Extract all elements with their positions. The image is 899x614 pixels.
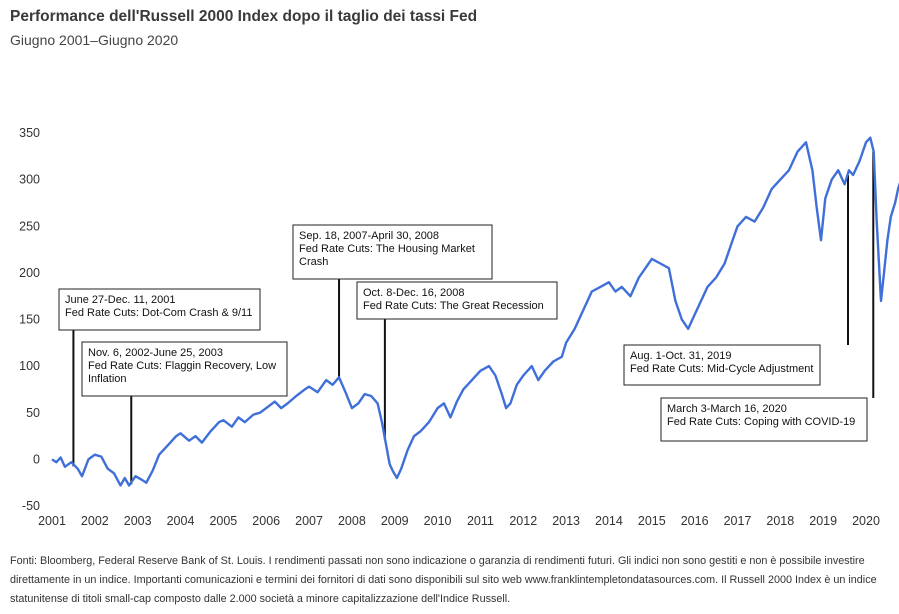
x-tick-label: 2019: [809, 514, 837, 528]
x-tick-label: 2008: [338, 514, 366, 528]
annotation-text: Sep. 18, 2007-April 30, 2008: [299, 230, 439, 242]
annotation-text: Fed Rate Cuts: Dot-Com Crash & 9/11: [65, 307, 252, 319]
footer-source-note: Fonti: Bloomberg, Federal Reserve Bank o…: [10, 555, 877, 605]
x-tick-label: 2013: [552, 514, 580, 528]
annotation-text: Fed Rate Cuts: Mid-Cycle Adjustment: [630, 363, 813, 375]
x-tick-label: 2016: [681, 514, 709, 528]
x-tick-label: 2018: [766, 514, 794, 528]
y-tick-label: 300: [19, 173, 40, 187]
annotation-pointers: [72, 151, 875, 485]
y-tick-label: 0: [33, 452, 40, 466]
annotation-text: Fed Rate Cuts: The Housing Market: [299, 243, 475, 255]
annotation-text: Fed Rate Cuts: Coping with COVID-19: [667, 416, 855, 428]
x-axis: 2001 2002 2003 2004 2005 2006 2007 2008 2009 2010…: [38, 514, 880, 528]
y-tick-label: 150: [19, 313, 40, 327]
annotation-text: Fed Rate Cuts: Flaggin Recovery, Low: [88, 360, 276, 372]
annotation-box: [81, 341, 288, 397]
annotation-box: [58, 288, 261, 331]
chart-title: Performance dell'Russell 2000 Index dopo…: [10, 8, 478, 25]
annotation-text: Crash: [299, 256, 328, 268]
x-tick-label: 2011: [467, 514, 494, 528]
x-tick-label: 2012: [509, 514, 537, 528]
y-tick-label: 350: [19, 126, 40, 140]
annotation-box: [292, 224, 493, 280]
annotation-text: Nov. 6, 2002-June 25, 2003: [88, 347, 223, 359]
y-tick-label: 200: [19, 266, 40, 280]
x-tick-label: 2010: [424, 514, 452, 528]
annotation-text: Oct. 8-Dec. 16, 2008: [363, 287, 465, 299]
annotation-text: Aug. 1-Oct. 31, 2019: [630, 350, 732, 362]
y-tick-label: 50: [26, 406, 40, 420]
x-tick-label: 2017: [724, 514, 752, 528]
annotation-text: Fed Rate Cuts: The Great Recession: [363, 300, 544, 312]
chart-subtitle: Giugno 2001–Giugno 2020: [10, 32, 179, 48]
annotation-box: [660, 397, 868, 442]
y-tick-label: 100: [19, 359, 40, 373]
x-tick-label: 2009: [381, 514, 409, 528]
y-tick-label: -50: [22, 499, 40, 513]
x-tick-label: 2004: [167, 514, 195, 528]
annotation-box: [356, 281, 558, 320]
x-tick-label: 2007: [295, 514, 323, 528]
x-tick-label: 2005: [209, 514, 237, 528]
x-tick-label: 2014: [595, 514, 623, 528]
x-tick-label: 2015: [638, 514, 666, 528]
x-tick-label: 2006: [252, 514, 280, 528]
x-tick-label: 2003: [124, 514, 152, 528]
x-tick-label: 2002: [81, 514, 109, 528]
annotation-text: March 3-March 16, 2020: [667, 403, 787, 415]
x-tick-label: 2001: [38, 514, 66, 528]
x-tick-label: 2020: [852, 514, 880, 528]
series-line: [51, 136, 899, 487]
annotation-text: Inflation: [88, 373, 127, 385]
y-tick-label: 250: [19, 219, 40, 233]
annotation-text: June 27-Dec. 11, 2001: [65, 294, 175, 306]
annotation-box: [623, 344, 821, 386]
y-axis: -50 0 50 100 150 200 250 300 350: [19, 126, 40, 513]
